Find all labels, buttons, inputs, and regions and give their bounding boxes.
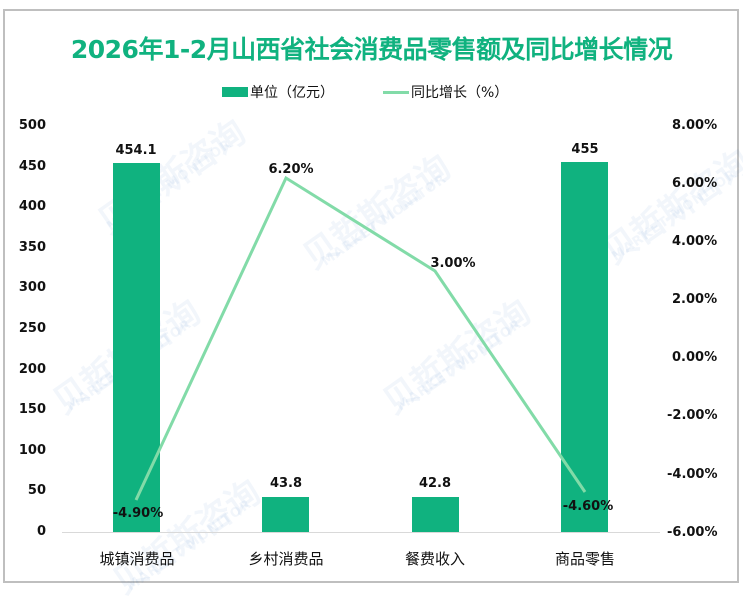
bar-value-label: 454.1 [115, 143, 157, 158]
legend-item-line[interactable]: 同比增长（%） [383, 82, 508, 102]
bar-catering[interactable] [412, 497, 459, 532]
bar-rural[interactable] [262, 497, 309, 532]
legend-label: 同比增长（%） [411, 85, 509, 101]
x-axis-line [62, 532, 660, 533]
right-axis-tick: 0.00% [672, 350, 718, 365]
category-label: 城镇消费品 [99, 550, 175, 568]
category-label: 乡村消费品 [248, 550, 324, 568]
line-value-label: 3.00% [430, 256, 476, 271]
legend: 单位（亿元） 同比增长（%） [0, 82, 743, 102]
category-label: 餐费收入 [404, 550, 465, 568]
left-axis-tick: 100 [18, 443, 46, 458]
right-axis-tick: -2.00% [667, 408, 718, 423]
line-value-label: 6.20% [268, 162, 314, 177]
left-axis-tick: 200 [18, 362, 46, 377]
bar-swatch-icon [222, 87, 248, 97]
legend-item-bar[interactable]: 单位（亿元） [222, 82, 334, 102]
left-axis-tick: 450 [18, 159, 46, 174]
chart-title: 2026年1-2月山西省社会消费品零售额及同比增长情况 [70, 35, 673, 64]
right-axis-tick: -4.00% [667, 467, 718, 482]
left-axis-tick: 400 [18, 199, 46, 214]
right-axis-tick: 2.00% [672, 292, 718, 307]
bar-value-label: 455 [571, 142, 599, 157]
bar-value-label: 42.8 [418, 476, 452, 491]
chart-frame [3, 9, 739, 583]
right-axis-tick: 8.00% [672, 118, 718, 133]
left-axis-tick: 250 [18, 321, 46, 336]
left-axis-tick: 150 [18, 402, 46, 417]
left-axis-tick: 350 [18, 240, 46, 255]
left-axis-tick: 0 [36, 524, 46, 539]
legend-label: 单位（亿元） [250, 85, 334, 101]
bar-urban[interactable] [113, 163, 160, 532]
category-label: 商品零售 [554, 550, 615, 568]
right-axis-tick: 4.00% [672, 234, 718, 249]
line-value-label: -4.60% [562, 499, 614, 514]
right-axis-tick: 6.00% [672, 176, 718, 191]
left-axis-tick: 50 [27, 483, 46, 498]
growth-line[interactable] [134, 175, 587, 501]
bar-value-label: 43.8 [269, 476, 303, 491]
right-axis-tick: -6.00% [667, 525, 718, 540]
line-swatch-icon [383, 90, 409, 94]
left-axis-tick: 500 [18, 118, 46, 133]
growth-line-series [134, 175, 587, 501]
left-axis-tick: 300 [18, 280, 46, 295]
line-value-label: -4.90% [112, 506, 164, 521]
